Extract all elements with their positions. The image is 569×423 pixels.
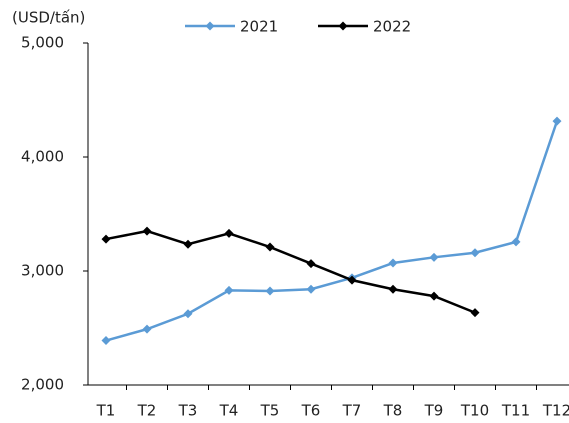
legend-marker [205,21,215,31]
marker [470,248,480,258]
x-tick-label: T10 [460,402,489,420]
x-tick-label: T11 [501,402,530,420]
legend-label: 2021 [240,18,278,36]
y-tick-label: 3,000 [21,262,64,280]
x-tick-label: T5 [260,402,280,420]
y-tick-label: 5,000 [21,34,64,52]
marker [306,259,316,269]
marker [511,237,521,247]
marker [101,336,111,346]
y-tick-label: 4,000 [21,148,64,166]
marker [388,258,398,268]
x-tick-label: T3 [178,402,198,420]
marker [183,309,193,319]
x-tick-label: T12 [542,402,569,420]
x-tick-label: T7 [342,402,362,420]
marker [552,116,562,126]
marker [101,234,111,244]
legend-marker [338,21,348,31]
marker [224,285,234,295]
x-tick-label: T6 [301,402,321,420]
marker [347,275,357,285]
y-tick-label: 2,000 [21,376,64,394]
marker [429,252,439,262]
marker [470,308,480,318]
x-tick-label: T9 [424,402,444,420]
marker [429,291,439,301]
line-series [105,229,476,314]
marker [388,284,398,294]
line-series [105,120,559,342]
x-tick-label: T8 [383,402,403,420]
legend-label: 2022 [373,18,411,36]
y-axis-label: (USD/tấn) [12,9,85,27]
x-tick-label: T2 [137,402,157,420]
x-tick-label: T1 [96,402,116,420]
marker [306,284,316,294]
marker [183,239,193,249]
marker [142,226,152,236]
marker [265,242,275,252]
marker [265,286,275,296]
x-tick-label: T4 [219,402,239,420]
marker [142,324,152,334]
marker [224,228,234,238]
